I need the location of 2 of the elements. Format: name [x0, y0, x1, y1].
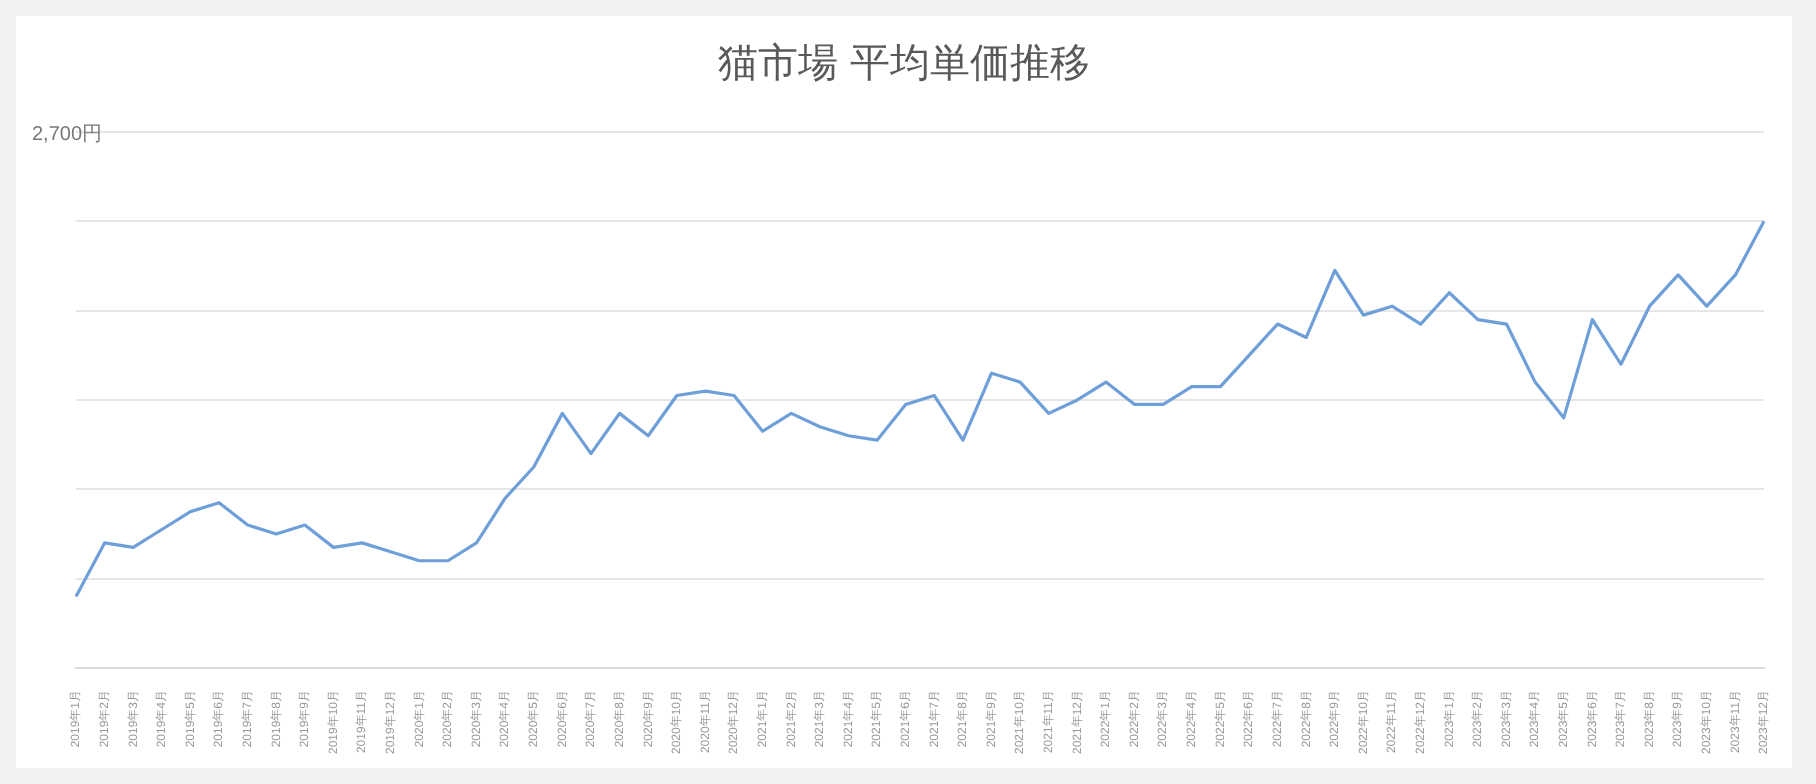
text: 2,700円 — [32, 122, 103, 148]
chart-title: 猫市場 平均単価推移 — [716, 40, 1092, 90]
